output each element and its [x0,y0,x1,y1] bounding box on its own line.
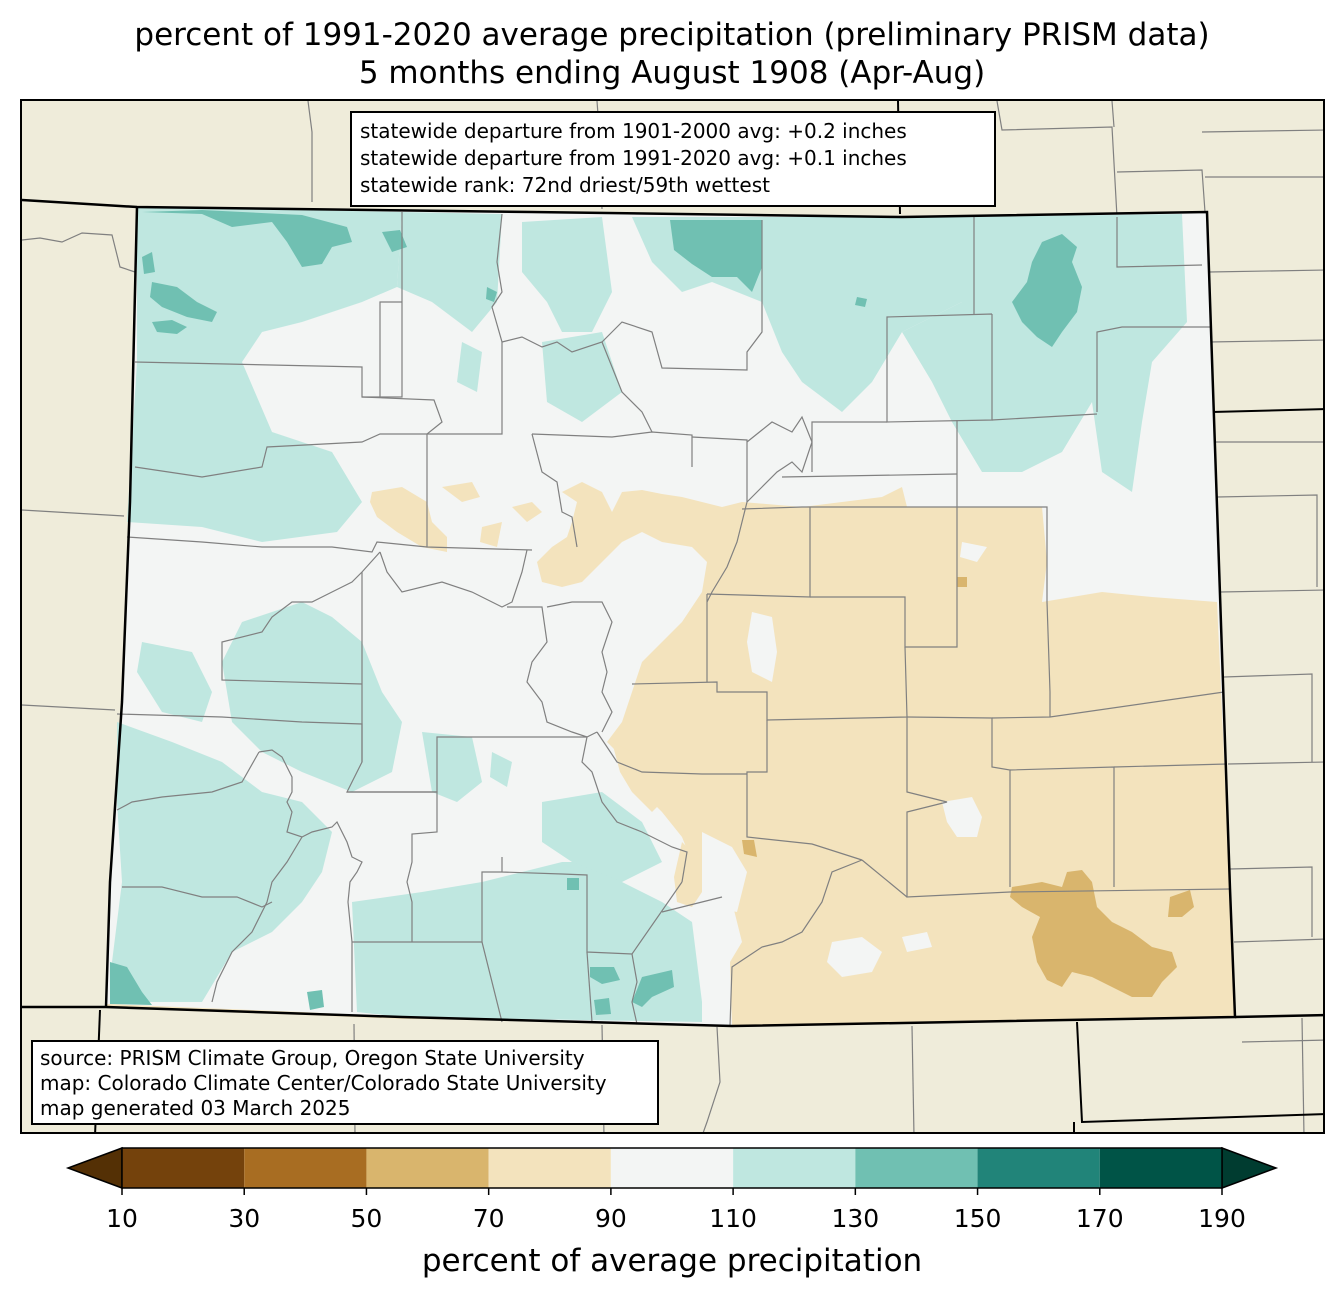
colorbar-tick-label: 110 [709,1204,757,1233]
colorbar-tick-label: 130 [831,1204,880,1233]
colorbar-tick-label: 50 [350,1204,383,1233]
colorbar-tick-label: 150 [953,1204,1002,1233]
colorbar-bin-4 [610,1148,734,1188]
source-line: source: PRISM Climate Group, Oregon Stat… [40,1046,585,1070]
map-title-line1: percent of 1991-2020 average precipitati… [134,17,1210,53]
colorbar-tick-label: 70 [472,1204,505,1233]
colorbar-tick-label: 90 [594,1204,627,1233]
neighbor-county-lines [22,101,1323,1132]
precipitation-map [22,101,1323,1132]
colorbar-bin-5 [733,1148,856,1188]
stats-departure-1991-2020: statewide departure from 1991-2020 avg: … [360,146,907,170]
generated-date-line: map generated 03 March 2025 [40,1096,351,1120]
map-title-line2: 5 months ending August 1908 (Apr-Aug) [358,55,986,91]
colorbar-bin-3 [488,1148,611,1188]
colorbar [65,1146,1279,1195]
colorbar-bin-0 [122,1148,245,1188]
colorbar-tick-label: 190 [1198,1204,1246,1233]
colorado-state-border [22,198,1237,1028]
colorbar-under-arrow [65,1146,123,1190]
wetter-than-normal-regions [112,207,1187,1022]
colorbar-tick-label: 10 [106,1204,138,1233]
colorbar-tick-label: 170 [1075,1204,1124,1233]
map-frame [20,99,1325,1134]
near-normal-patches [702,542,987,977]
much-drier-spots [742,577,1194,997]
source-credits-box: source: PRISM Climate Group, Oregon Stat… [31,1040,659,1125]
colorbar-bin-8 [1099,1148,1222,1188]
colorbar-bin-1 [244,1148,367,1188]
stats-rank: statewide rank: 72nd driest/59th wettest [360,173,770,197]
colorbar-tick-label: 30 [228,1204,261,1233]
statewide-stats-box: statewide departure from 1901-2000 avg: … [350,111,996,207]
colorbar-bin-6 [855,1148,978,1188]
map-credit-line: map: Colorado Climate Center/Colorado St… [40,1071,607,1095]
stats-departure-1901-2000: statewide departure from 1901-2000 avg: … [360,119,907,143]
colorbar-frame [121,1147,1223,1189]
much-wetter-spots [110,210,1082,1015]
colorbar-bin-7 [977,1148,1100,1188]
colorbar-title: percent of average precipitation [421,1243,923,1279]
colorbar-over-arrow [1221,1146,1279,1190]
county-lines [116,212,1231,1027]
colorbar-bin-2 [366,1148,489,1188]
